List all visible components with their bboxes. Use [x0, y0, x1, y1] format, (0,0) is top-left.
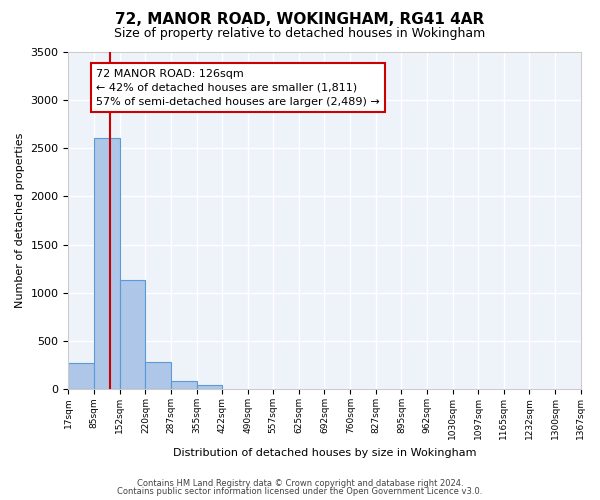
X-axis label: Distribution of detached houses by size in Wokingham: Distribution of detached houses by size …	[173, 448, 476, 458]
Bar	[119, 280, 145, 390]
Text: Size of property relative to detached houses in Wokingham: Size of property relative to detached ho…	[115, 28, 485, 40]
Text: Contains HM Land Registry data © Crown copyright and database right 2024.: Contains HM Land Registry data © Crown c…	[137, 478, 463, 488]
Bar	[94, 138, 119, 390]
Bar	[171, 380, 197, 390]
Text: 72 MANOR ROAD: 126sqm
← 42% of detached houses are smaller (1,811)
57% of semi-d: 72 MANOR ROAD: 126sqm ← 42% of detached …	[96, 69, 380, 107]
Bar	[197, 384, 222, 390]
Bar	[145, 362, 171, 390]
Text: 72, MANOR ROAD, WOKINGHAM, RG41 4AR: 72, MANOR ROAD, WOKINGHAM, RG41 4AR	[115, 12, 485, 28]
Text: Contains public sector information licensed under the Open Government Licence v3: Contains public sector information licen…	[118, 487, 482, 496]
Y-axis label: Number of detached properties: Number of detached properties	[15, 133, 25, 308]
Bar	[68, 364, 94, 390]
